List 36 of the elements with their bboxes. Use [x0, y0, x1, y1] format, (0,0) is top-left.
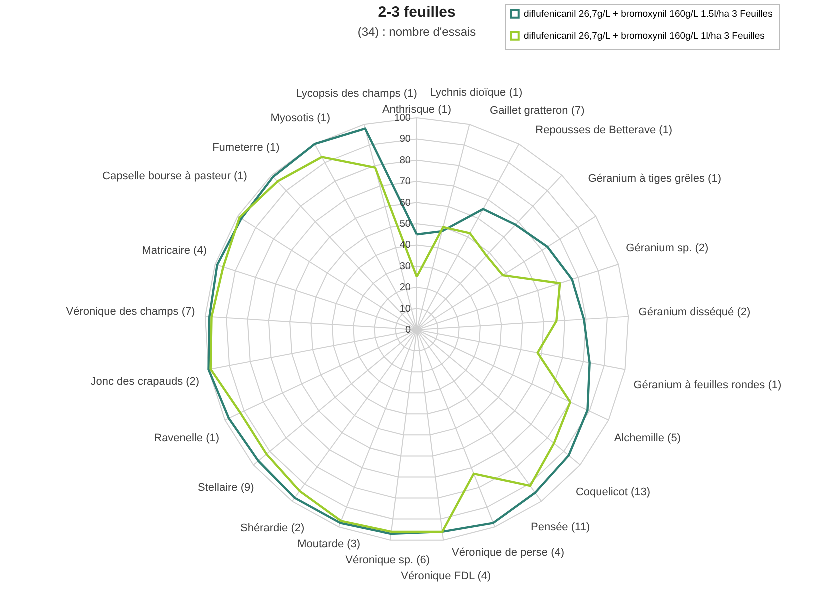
- spoke-label: Matricaire (4): [142, 245, 207, 258]
- y-tick-label: 80: [400, 155, 412, 166]
- spoke-label: Repousses de Betterave (1): [536, 124, 673, 137]
- y-tick-label: 30: [400, 261, 412, 272]
- spoke-label: Pensée (11): [530, 522, 590, 534]
- legend-label: diflufenicanil 26,7g/L + bromoxynil 160g/L 1l/ha 3 Feuilles: [524, 31, 766, 42]
- spoke-label: Jonc des crapauds (2): [90, 376, 200, 388]
- spoke-label: Coquelicot (13): [576, 486, 651, 498]
- spoke-label: Alchemille (5): [614, 432, 681, 445]
- legend-label: diflufenicanil 26,7g/L + bromoxynil 160g/L 1.5l/ha 3 Feuilles: [524, 9, 774, 20]
- spoke-label: Lycopsis des champs (1): [296, 88, 418, 100]
- spoke-label: Gaillet gratteron (7): [490, 104, 585, 117]
- spoke-label: Géranium disséqué (2): [638, 306, 751, 319]
- spoke-label: Capselle bourse à pasteur (1): [102, 170, 248, 182]
- text: (34) : nombre d'essais: [358, 25, 476, 39]
- y-tick-label: 10: [400, 304, 412, 315]
- y-tick-label: 90: [400, 134, 412, 146]
- spoke-label: Géranium à feuilles rondes (1): [634, 379, 782, 392]
- spoke-label: Véronique des champs (7): [66, 306, 196, 318]
- y-tick-label: 0: [405, 325, 412, 336]
- spoke-label: Stellaire (9): [198, 482, 254, 494]
- spoke-label: Véronique de perse (4): [452, 546, 565, 559]
- spoke-label: Myosotis (1): [270, 112, 331, 124]
- y-tick-label: 20: [400, 282, 412, 294]
- spoke-label: Shérardie (2): [240, 522, 305, 535]
- spoke-label: Fumeterre (1): [212, 142, 280, 154]
- spoke-label: Géranium sp. (2): [626, 242, 709, 255]
- chart-title: 2-3 feuilles: [378, 4, 456, 21]
- spoke-label: Moutarde (3): [298, 538, 361, 551]
- spoke-label: Lychnis dioïque (1): [430, 86, 523, 99]
- spoke-label: Ravenelle (1): [154, 432, 220, 444]
- y-tick-label: 70: [400, 176, 412, 188]
- spoke-label: Véronique FDL (4): [401, 570, 492, 583]
- y-tick-label: 50: [400, 219, 412, 230]
- spoke-label: Géranium à tiges grêles (1): [588, 173, 722, 186]
- spoke-label: Véronique sp. (6): [346, 554, 430, 567]
